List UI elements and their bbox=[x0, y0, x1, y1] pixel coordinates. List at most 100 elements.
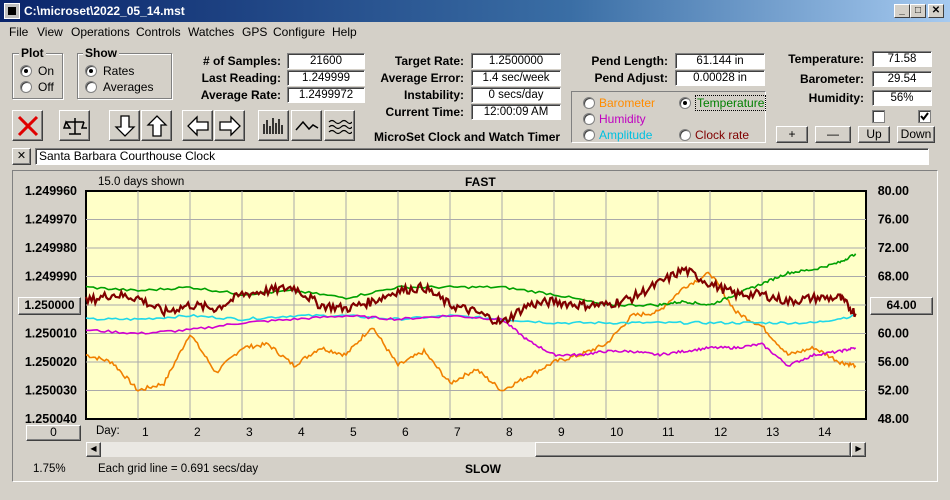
y-right-tick-label: 56.00 bbox=[878, 355, 909, 369]
series-line-barometer bbox=[85, 271, 857, 392]
plot-on-label: On bbox=[38, 64, 55, 78]
pend-length-value: 61.144 in bbox=[675, 53, 765, 69]
clear-clock-button[interactable]: ✕ bbox=[12, 148, 31, 165]
instability-label: Instability: bbox=[403, 88, 464, 102]
pend-adjust-value: 0.00028 in bbox=[675, 70, 765, 86]
line-graph-button[interactable] bbox=[291, 110, 322, 141]
center-temp-button[interactable]: 64.00 bbox=[870, 297, 933, 315]
y-right-tick-label: 68.00 bbox=[878, 270, 909, 284]
show-group-title: Show bbox=[83, 46, 119, 60]
show-averages-radio[interactable] bbox=[85, 81, 97, 93]
x-tick-label: 6 bbox=[402, 425, 409, 439]
app-title: MicroSet Clock and Watch Timer bbox=[374, 130, 561, 144]
arrow-left-icon bbox=[187, 115, 209, 137]
offset-button[interactable]: 0 bbox=[26, 425, 81, 441]
minimize-button[interactable]: _ bbox=[894, 4, 910, 18]
fast-label: FAST bbox=[465, 175, 496, 189]
chart-scrollbar[interactable]: ◀ ▶ bbox=[86, 442, 866, 457]
series-line-clock-rate bbox=[84, 265, 857, 326]
x-tick-label: 1 bbox=[142, 425, 149, 439]
y-right-tick-label: 72.00 bbox=[878, 241, 909, 255]
amplitude-option[interactable]: Amplitude bbox=[599, 128, 653, 142]
y-left-tick-label: 1.249990 bbox=[25, 270, 77, 284]
y-left-tick-label: 1.250010 bbox=[25, 327, 77, 341]
clock-name-field[interactable]: Santa Barbara Courthouse Clock bbox=[35, 148, 929, 165]
red-x-icon bbox=[17, 115, 39, 137]
left-arrow-button[interactable] bbox=[182, 110, 213, 141]
day-axis-label: Day: bbox=[96, 425, 120, 437]
average-rate-label: Average Rate: bbox=[200, 88, 281, 102]
maximize-button[interactable]: □ bbox=[910, 4, 926, 18]
show-rates-radio[interactable] bbox=[85, 65, 97, 77]
down-button[interactable]: Down bbox=[897, 126, 935, 143]
stop-button[interactable] bbox=[12, 110, 43, 141]
average-error-value: 1.4 sec/week bbox=[471, 70, 561, 86]
down-arrow-button[interactable] bbox=[109, 110, 140, 141]
menu-help[interactable]: Help bbox=[332, 25, 357, 39]
bar-graph-button[interactable] bbox=[258, 110, 289, 141]
menu-operations[interactable]: Operations bbox=[71, 25, 130, 39]
scroll-thumb[interactable] bbox=[535, 442, 851, 457]
plot-off-radio[interactable] bbox=[20, 81, 32, 93]
y-right-tick-label: 52.00 bbox=[878, 384, 909, 398]
barometer-value: 29.54 bbox=[872, 71, 932, 87]
show-group bbox=[77, 53, 172, 99]
temperature-radio[interactable] bbox=[679, 97, 691, 109]
x-tick-label: 10 bbox=[610, 425, 624, 439]
plot-on-radio[interactable] bbox=[20, 65, 32, 77]
scroll-left-arrow-icon[interactable]: ◀ bbox=[86, 442, 101, 457]
pend-adjust-label: Pend Adjust: bbox=[594, 71, 668, 85]
barometer-radio[interactable] bbox=[583, 97, 595, 109]
up-button[interactable]: Up bbox=[858, 126, 890, 143]
plus-button[interactable]: + bbox=[776, 126, 808, 143]
x-tick-label: 4 bbox=[298, 425, 305, 439]
last-reading-label: Last Reading: bbox=[201, 71, 281, 85]
instability-value: 0 secs/day bbox=[471, 87, 561, 103]
menu-configure[interactable]: Configure bbox=[273, 25, 326, 39]
menu-watches[interactable]: Watches bbox=[188, 25, 235, 39]
arrow-down-icon bbox=[114, 115, 136, 137]
series-line-humidity bbox=[85, 314, 857, 367]
app-icon bbox=[4, 3, 20, 19]
menu-view[interactable]: View bbox=[37, 25, 63, 39]
balance-button[interactable] bbox=[59, 110, 90, 141]
menu-gps[interactable]: GPS bbox=[242, 25, 268, 39]
close-window-button[interactable]: ✕ bbox=[928, 4, 944, 18]
up-arrow-button[interactable] bbox=[141, 110, 172, 141]
scale-icon bbox=[63, 118, 87, 135]
x-tick-label: 11 bbox=[662, 425, 675, 439]
barometer-option[interactable]: Barometer bbox=[599, 96, 656, 110]
current-time-value: 12:00:09 AM bbox=[471, 104, 561, 120]
y-right-tick-label: 48.00 bbox=[878, 412, 909, 426]
menu-file[interactable]: File bbox=[9, 25, 29, 39]
minus-button[interactable]: — bbox=[815, 126, 851, 143]
menu-controls[interactable]: Controls bbox=[136, 25, 181, 39]
wave-graph-button[interactable] bbox=[324, 110, 355, 141]
bar-graph-icon bbox=[263, 118, 283, 134]
average-rate-value: 1.2499972 bbox=[287, 87, 365, 103]
menu-bar: File View Operations Controls Watches GP… bbox=[0, 22, 950, 42]
clock-rate-radio[interactable] bbox=[679, 129, 691, 141]
target-rate-label: Target Rate: bbox=[394, 54, 464, 68]
right-arrow-button[interactable] bbox=[214, 110, 245, 141]
clock-rate-option[interactable]: Clock rate bbox=[695, 128, 750, 142]
y-left-tick-label: 1.250020 bbox=[25, 355, 77, 369]
scroll-right-arrow-icon[interactable]: ▶ bbox=[851, 442, 866, 457]
humidity-radio[interactable] bbox=[583, 113, 595, 125]
plot-group-title: Plot bbox=[19, 46, 46, 60]
humidity-value: 56% bbox=[872, 90, 932, 106]
humidity-option[interactable]: Humidity bbox=[599, 112, 646, 126]
samples-value: 21600 bbox=[287, 53, 365, 69]
temperature-value: 71.58 bbox=[872, 51, 932, 67]
checkmark-icon bbox=[920, 112, 929, 121]
temperature-option[interactable]: Temperature bbox=[695, 95, 767, 111]
x-tick-label: 13 bbox=[766, 425, 780, 439]
center-rate-button[interactable]: 1.250000 bbox=[18, 297, 81, 315]
right-check[interactable] bbox=[918, 110, 931, 123]
window-title: C:\microset\2022_05_14.mst bbox=[24, 4, 185, 18]
left-check[interactable] bbox=[872, 110, 885, 123]
arrow-up-icon bbox=[146, 115, 168, 137]
x-tick-label: 2 bbox=[194, 425, 201, 439]
y-right-tick-label: 60.00 bbox=[878, 327, 909, 341]
amplitude-radio[interactable] bbox=[583, 129, 595, 141]
